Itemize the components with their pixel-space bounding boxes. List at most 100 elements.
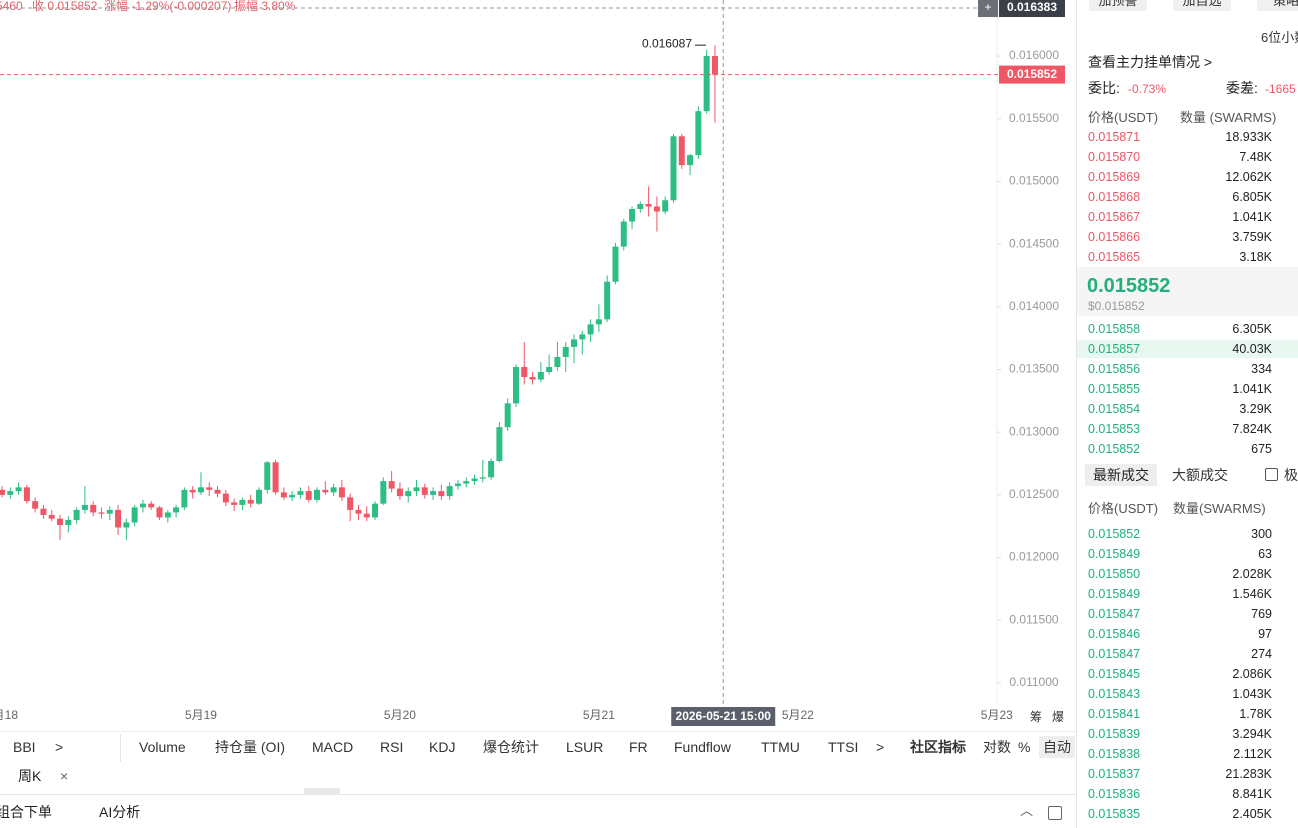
price: 0.015865 [1088,250,1141,264]
candle-body [537,372,544,380]
tab[interactable]: 大额成交 [1172,467,1228,483]
header-stat: 振幅 3.80% [234,0,296,13]
side-button[interactable]: 加预警 [1089,0,1147,11]
candle-body [571,339,578,347]
price: 0.015837 [1088,767,1141,781]
y-tick-label: 0.011500 [1009,612,1058,626]
indicator-tab[interactable]: % [1018,739,1031,755]
divider [120,734,121,762]
indicator-tab[interactable]: TTMU [761,739,800,755]
candle-body [711,56,718,75]
tab[interactable]: 极 [1284,467,1298,483]
indicator-tab[interactable]: 对数 [983,739,1011,755]
candle-body [148,503,155,508]
column-header: 数量(SWARMS) [1173,501,1266,516]
divider [0,731,1076,732]
candle-body [264,462,271,490]
candle-body [106,509,113,514]
candle-body [115,509,122,528]
tab[interactable]: 最新成交 [1085,464,1157,486]
y-tick-label: 0.012000 [1009,550,1059,564]
divider [0,794,1076,795]
candle-body [7,491,14,495]
header-stat: 涨幅 -1.29%(-0.000207) [104,0,231,13]
crosshair-price-box [999,0,1065,18]
candle-body [214,489,221,494]
precision[interactable]: 6位小数 [1261,30,1298,45]
candle-body [662,200,669,212]
checkbox[interactable] [1265,468,1278,481]
candle-body [512,366,519,404]
quantity: 2.405K [1232,807,1272,821]
period-tab[interactable]: 周K [18,768,42,784]
main-orders-link[interactable]: 查看主力挂单情况 > [1088,54,1213,70]
indicator-tab[interactable]: TTSI [828,739,859,755]
candle-body [595,319,602,325]
indicator-tab[interactable]: MACD [312,739,354,755]
candle-body [454,483,461,487]
last-price: 0.015852 [1007,67,1057,81]
candle-body [32,501,39,509]
resize-handle[interactable] [304,788,340,794]
candle-body [173,507,180,513]
candle-body [645,203,652,207]
indicator-tab[interactable]: FR [629,739,648,755]
bottom-tab[interactable]: 组合下单 [0,804,52,820]
collapse-icon[interactable]: ︿ [1020,803,1034,818]
candle-body [48,514,55,519]
header-stat: 5460 [0,0,23,13]
quantity: 769 [1251,607,1272,621]
price: 0.015858 [1088,322,1141,336]
quantity: 1.78K [1239,707,1272,721]
quantity: 334 [1251,362,1272,376]
price: 0.015847 [1088,647,1141,661]
ratio-label: 委比: [1088,80,1120,96]
price: 0.015855 [1088,382,1141,396]
indicator-tab[interactable]: > [55,739,64,755]
indicator-tab[interactable]: BBI [13,739,36,755]
candle-body [197,487,204,493]
indicator-tab[interactable]: 爆仓统计 [483,739,539,755]
price: 0.015847 [1088,607,1141,621]
candle-body [73,509,80,520]
price: 0.015849 [1088,587,1141,601]
indicator-tab[interactable]: KDJ [429,739,456,755]
quantity: 2.112K [1233,747,1272,761]
side-button[interactable]: 策略 [1257,0,1298,11]
popout-icon[interactable] [1048,806,1062,820]
bottom-tab[interactable]: AI分析 [99,804,141,820]
indicator-tab[interactable]: Fundflow [674,739,731,755]
candle-body [123,522,130,528]
indicator-tab[interactable]: LSUR [566,739,604,755]
indicator-tab[interactable]: > [876,739,885,755]
candle-body [471,478,478,482]
x-tick-label: 5月19 [185,708,217,722]
candle-body [438,491,445,497]
candle-body [363,513,370,518]
candle-body [81,504,88,510]
indicator-tab[interactable]: Volume [139,739,186,755]
last-price-box [999,65,1065,84]
candle-body [15,487,22,492]
candle-body [388,481,395,489]
quantity: 63 [1258,547,1272,561]
y-tick-label: 0.015000 [1009,174,1059,188]
side-button[interactable]: 加自选 [1173,0,1231,11]
price: 0.015836 [1088,787,1141,801]
last-price-usd: $0.015852 [1088,299,1145,313]
candle-body [587,324,594,335]
price: 0.015856 [1088,362,1141,376]
crosshair-time: 2026-05-21 15:00 [676,709,772,723]
indicator-tab[interactable]: 持仓量 (OI) [215,739,285,755]
indicator-tab[interactable]: 自动 [1039,736,1075,758]
candle-body [579,334,586,340]
candle-body [347,497,354,510]
quantity: 2.086K [1232,667,1272,681]
period-close[interactable]: × [60,768,69,784]
indicator-tab[interactable]: 社区指标 [910,739,966,755]
x-tick-label: 5月22 [782,708,814,722]
candle-body [678,136,685,166]
quantity: 300 [1251,527,1272,541]
candle-body [231,502,238,505]
indicator-tab[interactable]: RSI [380,739,404,755]
